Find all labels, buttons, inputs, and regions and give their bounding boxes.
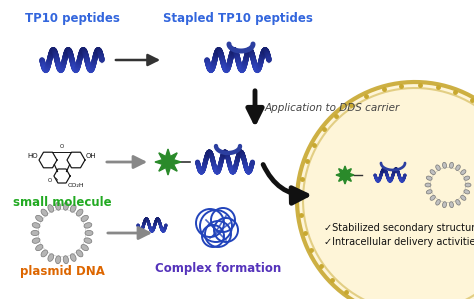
Ellipse shape [63,256,68,264]
Ellipse shape [84,238,92,243]
Text: HO: HO [27,153,38,159]
Polygon shape [336,166,354,184]
Ellipse shape [81,215,88,222]
Ellipse shape [70,254,76,261]
Text: ✓Intracellular delivery activities: ✓Intracellular delivery activities [324,237,474,247]
Text: Complex formation: Complex formation [155,262,281,275]
Ellipse shape [41,250,47,257]
Ellipse shape [32,238,40,243]
Text: O: O [48,178,52,182]
Ellipse shape [425,183,431,187]
Ellipse shape [55,256,61,264]
Ellipse shape [63,202,68,210]
Text: O: O [60,144,64,149]
Ellipse shape [426,176,432,180]
Text: TP10 peptides: TP10 peptides [25,12,119,25]
Ellipse shape [464,190,470,194]
Ellipse shape [461,196,466,200]
Ellipse shape [36,215,43,222]
Ellipse shape [449,202,454,208]
Ellipse shape [48,205,54,212]
Text: plasmid DNA: plasmid DNA [19,265,104,278]
Ellipse shape [461,170,466,175]
Ellipse shape [48,254,54,261]
Ellipse shape [85,231,93,236]
Ellipse shape [76,250,83,257]
Text: ✓Stabilized secondary structure: ✓Stabilized secondary structure [324,223,474,233]
Ellipse shape [464,176,470,180]
Ellipse shape [426,190,432,194]
Ellipse shape [31,231,39,236]
Ellipse shape [84,223,92,228]
Ellipse shape [41,209,47,216]
Text: Application to DDS carrier: Application to DDS carrier [265,103,400,113]
Ellipse shape [55,202,61,210]
Ellipse shape [81,245,88,251]
Ellipse shape [430,196,435,200]
Ellipse shape [456,199,460,205]
Ellipse shape [465,183,471,187]
Polygon shape [155,149,181,175]
Ellipse shape [430,170,435,175]
Ellipse shape [456,165,460,170]
Ellipse shape [449,162,454,168]
Text: OH: OH [86,153,97,159]
Ellipse shape [443,202,447,208]
Ellipse shape [36,245,43,251]
Ellipse shape [32,223,40,228]
Circle shape [297,82,474,299]
Text: Stapled TP10 peptides: Stapled TP10 peptides [163,12,313,25]
Ellipse shape [436,199,440,205]
Text: CO₂H: CO₂H [67,183,84,188]
Ellipse shape [443,162,447,168]
Ellipse shape [436,165,440,170]
Ellipse shape [76,209,83,216]
Ellipse shape [70,205,76,212]
Text: small molecule: small molecule [13,196,111,209]
